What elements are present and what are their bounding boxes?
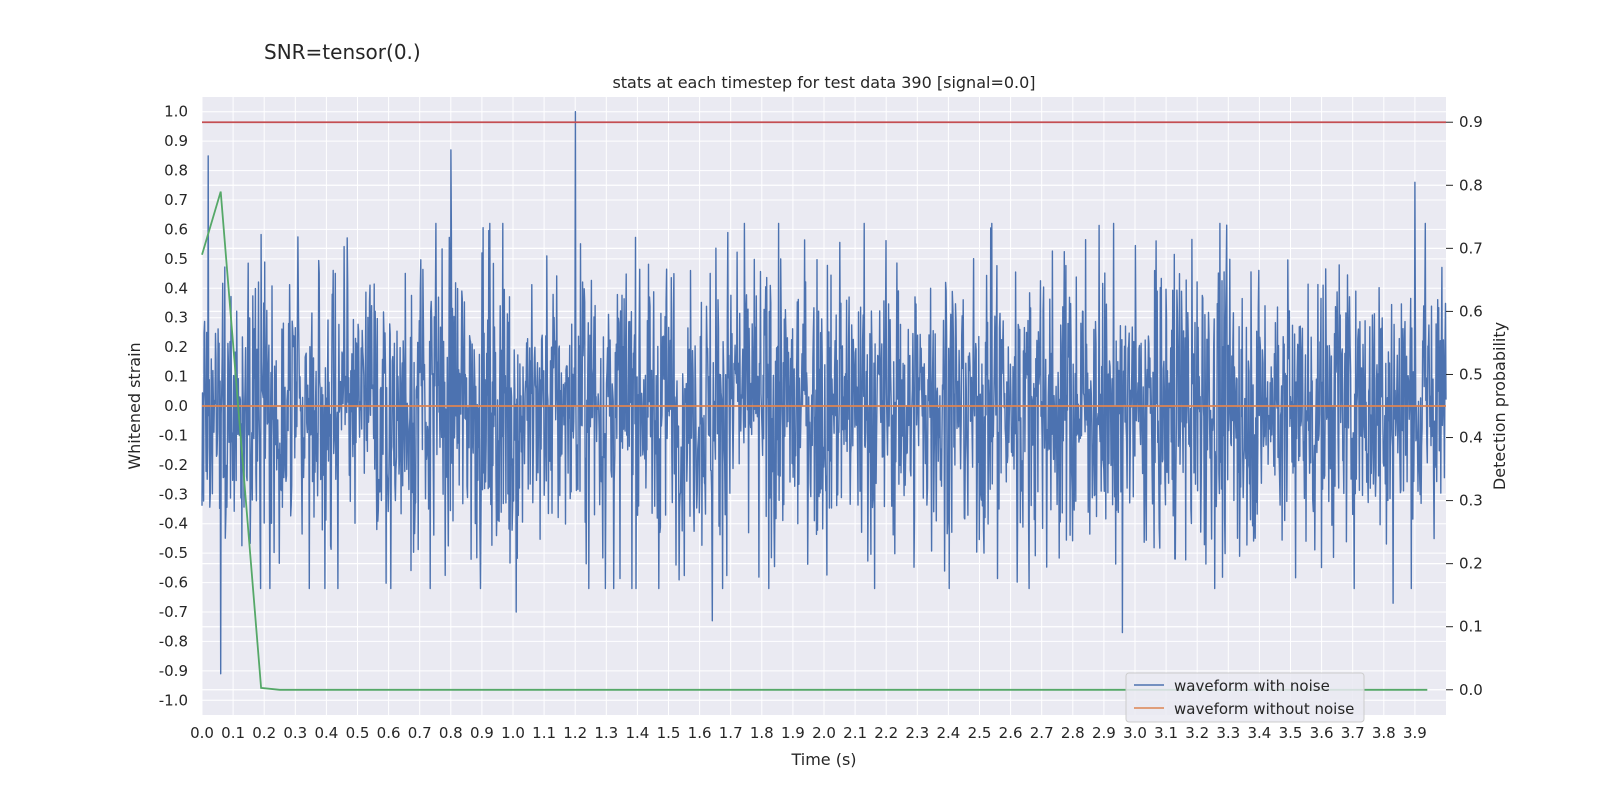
x-tick-label: 2.4 bbox=[936, 724, 960, 742]
y-tick-label-left: 0.2 bbox=[164, 338, 188, 356]
x-tick-label: 3.0 bbox=[1123, 724, 1147, 742]
y-tick-label-left: 0.9 bbox=[164, 132, 188, 150]
x-tick-label: 3.6 bbox=[1310, 724, 1334, 742]
x-tick-label: 0.6 bbox=[377, 724, 401, 742]
x-tick-label: 1.1 bbox=[532, 724, 556, 742]
y-tick-label-right: 0.0 bbox=[1459, 681, 1483, 699]
y-tick-label-left: 0.5 bbox=[164, 250, 188, 268]
y-tick-label-right: 0.4 bbox=[1459, 429, 1483, 447]
x-tick-label: 1.8 bbox=[750, 724, 774, 742]
y-tick-labels-right: 0.9 0.8 0.7 0.6 0.5 0.4 0.3 0.2 0.1 0.0 bbox=[1446, 113, 1483, 699]
x-tick-label: 1.6 bbox=[688, 724, 712, 742]
line-detection-probability bbox=[201, 191, 1428, 691]
x-tick-label: 0.3 bbox=[283, 724, 307, 742]
legend-label-noise: waveform with noise bbox=[1174, 677, 1330, 695]
x-tick-label: 1.0 bbox=[501, 724, 525, 742]
x-tick-label: 0.2 bbox=[252, 724, 276, 742]
x-tick-label: 1.3 bbox=[594, 724, 618, 742]
y-tick-label-right: 0.9 bbox=[1459, 113, 1483, 131]
y-tick-labels-left: 1.0 0.9 0.8 0.7 0.6 0.5 0.4 0.3 0.2 0.1 0.0 -0.1 -0.… bbox=[159, 103, 188, 710]
y-tick-label-left: -0.3 bbox=[159, 485, 188, 503]
x-tick-label: 1.4 bbox=[625, 724, 649, 742]
x-tick-labels: 0.0 0.1 0.2 0.3 0.4 0.5 0.6 0.7 0.8 0.9 1.0 1.1 1.2 1… bbox=[190, 724, 1427, 742]
x-tick-label: 1.2 bbox=[563, 724, 587, 742]
y-tick-label-left: -0.8 bbox=[159, 632, 188, 650]
y-tick-label-left: 0.0 bbox=[164, 397, 188, 415]
y-tick-label-right: 0.6 bbox=[1459, 302, 1483, 320]
y-tick-label-left: -0.5 bbox=[159, 544, 188, 562]
y-tick-label-left: -0.4 bbox=[159, 515, 188, 533]
x-tick-label: 2.9 bbox=[1092, 724, 1116, 742]
y-tick-label-left: -0.7 bbox=[159, 603, 188, 621]
x-tick-label: 1.7 bbox=[719, 724, 743, 742]
y-tick-label-left: 0.6 bbox=[164, 220, 188, 238]
x-tick-label: 2.7 bbox=[1030, 724, 1054, 742]
x-tick-label: 2.6 bbox=[999, 724, 1023, 742]
y-tick-label-left: -0.2 bbox=[159, 456, 188, 474]
x-tick-label: 3.8 bbox=[1372, 724, 1396, 742]
x-tick-label: 3.3 bbox=[1216, 724, 1240, 742]
legend: waveform with noise waveform without noi… bbox=[1125, 672, 1365, 723]
x-tick-label: 1.9 bbox=[781, 724, 805, 742]
x-tick-label: 0.9 bbox=[470, 724, 494, 742]
y-tick-label-left: -0.1 bbox=[159, 426, 188, 444]
y-tick-label-left: -0.6 bbox=[159, 574, 188, 592]
x-tick-label: 1.5 bbox=[657, 724, 681, 742]
y-tick-label-left: 0.3 bbox=[164, 309, 188, 327]
y-tick-label-left: 0.7 bbox=[164, 191, 188, 209]
x-tick-label: 2.2 bbox=[874, 724, 898, 742]
grid-horizontal-left bbox=[202, 111, 1446, 701]
chart-title: stats at each timestep for test data 390… bbox=[612, 73, 1035, 92]
y-tick-label-left: 1.0 bbox=[164, 103, 188, 121]
y-tick-label-right: 0.5 bbox=[1459, 365, 1483, 383]
x-tick-label: 3.7 bbox=[1341, 724, 1365, 742]
y-tick-label-left: -0.9 bbox=[159, 662, 188, 680]
x-tick-label: 3.2 bbox=[1185, 724, 1209, 742]
x-tick-label: 0.8 bbox=[439, 724, 463, 742]
series-waveform-with-noise bbox=[201, 111, 1447, 675]
x-tick-label: 2.5 bbox=[968, 724, 992, 742]
line-waveform-with-noise bbox=[201, 111, 1447, 675]
y-axis-label-left: Whitened strain bbox=[125, 342, 144, 469]
x-tick-label: 3.5 bbox=[1279, 724, 1303, 742]
y-tick-label-left: 0.8 bbox=[164, 162, 188, 180]
legend-box bbox=[1125, 672, 1365, 723]
y-tick-label-right: 0.8 bbox=[1459, 176, 1483, 194]
y-axis-label-right: Detection probability bbox=[1490, 322, 1509, 490]
x-tick-label: 0.7 bbox=[408, 724, 432, 742]
x-tick-label: 2.1 bbox=[843, 724, 867, 742]
series-detection-probability bbox=[201, 191, 1428, 691]
x-tick-label: 2.0 bbox=[812, 724, 836, 742]
legend-label-clean: waveform without noise bbox=[1174, 700, 1354, 718]
x-tick-label: 0.0 bbox=[190, 724, 214, 742]
x-tick-label: 2.3 bbox=[905, 724, 929, 742]
x-tick-label: 0.5 bbox=[346, 724, 370, 742]
x-tick-label: 3.1 bbox=[1154, 724, 1178, 742]
y-tick-label-right: 0.1 bbox=[1459, 618, 1483, 636]
y-tick-label-left: 0.4 bbox=[164, 279, 188, 297]
x-tick-label: 0.1 bbox=[221, 724, 245, 742]
y-tick-label-right: 0.2 bbox=[1459, 555, 1483, 573]
x-tick-label: 3.9 bbox=[1403, 724, 1427, 742]
y-tick-label-left: -1.0 bbox=[159, 691, 188, 709]
suptitle: SNR=tensor(0.) bbox=[264, 40, 421, 64]
x-tick-label: 3.4 bbox=[1247, 724, 1271, 742]
y-tick-label-left: 0.1 bbox=[164, 368, 188, 386]
x-tick-label: 0.4 bbox=[314, 724, 338, 742]
y-tick-label-right: 0.7 bbox=[1459, 239, 1483, 257]
x-axis-label: Time (s) bbox=[790, 750, 856, 769]
y-tick-label-right: 0.3 bbox=[1459, 492, 1483, 510]
x-tick-label: 2.8 bbox=[1061, 724, 1085, 742]
